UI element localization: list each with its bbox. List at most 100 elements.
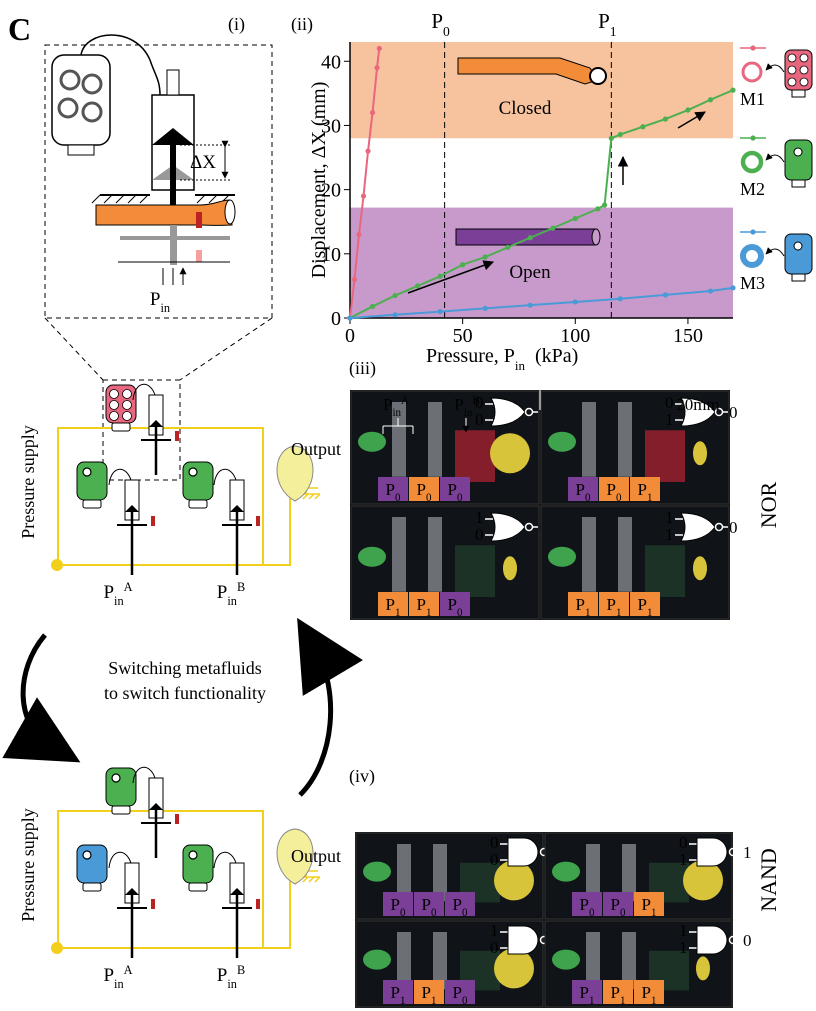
state-tag-label-part: P [386, 480, 395, 499]
gate-output: 0 [743, 931, 752, 950]
input-label-part: P [103, 965, 114, 986]
legend-label: M2 [740, 179, 765, 199]
x-tick-label: 150 [673, 325, 703, 347]
bead [83, 468, 91, 476]
data-point [483, 254, 488, 259]
pressure-label: Pin [150, 289, 170, 315]
gate-input: 0 [490, 850, 499, 869]
legend-bead [800, 78, 808, 86]
scale-bar-label: 20mm [676, 395, 719, 414]
reference-label-part: 0 [443, 24, 450, 39]
gate-output: 0 [729, 518, 738, 537]
panel-i-schematic-part [163, 268, 183, 285]
gate-name: NOR [756, 481, 781, 528]
state-tag-label-part: 1 [647, 607, 653, 619]
pressure-label-part: in [160, 301, 170, 315]
data-point [377, 46, 382, 51]
data-point [374, 65, 379, 70]
gate-output: 1 [743, 843, 752, 862]
data-point [361, 193, 366, 198]
panel-i-schematic-part [170, 145, 176, 205]
input-label-part: in [114, 977, 124, 991]
panel-label: (ii) [291, 14, 313, 35]
legend-bead [788, 78, 796, 86]
syringe-photo [582, 517, 596, 592]
band [350, 42, 733, 138]
data-point [438, 274, 443, 279]
bead [123, 412, 132, 421]
bottle-cap [83, 883, 101, 891]
bottle-cap [189, 883, 207, 891]
input-label-part: A [401, 395, 409, 407]
input-label-part: in [227, 977, 237, 991]
bottle [183, 845, 213, 883]
bead [189, 851, 197, 859]
state-tag-label-part: P [611, 895, 620, 914]
state-tag-label-part: P [642, 983, 651, 1002]
legend-arrow [766, 155, 784, 162]
data-point [618, 296, 623, 301]
tube-icons-part [592, 229, 600, 245]
input-label-part: B [237, 580, 245, 594]
data-point [415, 283, 420, 288]
input-label-part: in [392, 407, 401, 419]
panel-label: (iv) [349, 766, 375, 787]
panel-i-schematic-part [170, 225, 177, 265]
y-tick-label: 0 [331, 308, 341, 330]
state-tag-label-part: 1 [426, 607, 432, 619]
panel-i-schematic-part [45, 318, 272, 380]
jar [455, 545, 495, 597]
jar [645, 545, 685, 597]
input-label-part: P [217, 965, 228, 986]
bottle-cap [112, 806, 130, 814]
legend-bottle-cap [792, 180, 805, 187]
x-tick-label: 100 [560, 325, 590, 347]
panel-i-schematic-part [167, 70, 179, 95]
state-tag-label-part: P [638, 480, 647, 499]
pressure-label-part: P [150, 289, 161, 310]
input-label-part: in [227, 594, 237, 608]
gate-symbol [697, 926, 727, 954]
state-tag-label-part: P [638, 595, 647, 614]
reference-label-part: 1 [610, 24, 617, 39]
input-label: PinA [103, 580, 132, 608]
input-label-part: P [383, 395, 392, 414]
data-point [708, 288, 713, 293]
switch-text: Switching metafluids [108, 658, 261, 678]
state-tag-label-part: 0 [395, 492, 401, 504]
x-axis-label: (kPa) [535, 345, 578, 367]
gate-output: 0 [729, 403, 738, 422]
input-label-part: P [103, 582, 114, 603]
state-tag-label-part: 1 [647, 492, 653, 504]
x-tick-label: 0 [345, 325, 355, 347]
balloon-photo [696, 956, 710, 980]
valve-mark [256, 899, 260, 909]
data-point [663, 292, 668, 297]
band-label: Closed [499, 98, 552, 119]
legend-label: M1 [740, 89, 765, 109]
input-label-part: P [217, 582, 228, 603]
state-tag-label-part: 0 [426, 492, 432, 504]
input-label: PinA [103, 963, 132, 991]
reference-label: P0 [431, 9, 450, 39]
figure: C (i)ΔXPin(ii)ClosedOpen [0, 0, 816, 1011]
green-blob [552, 862, 580, 882]
data-point [708, 97, 713, 102]
balloon-photo [693, 441, 707, 465]
legend-ring [743, 153, 761, 171]
input-label: PinB [217, 580, 245, 608]
state-tag-label-part: 1 [651, 907, 657, 919]
x-tick-label: 50 [453, 325, 473, 347]
reference-label-part: P [598, 9, 610, 33]
data-point [483, 306, 488, 311]
state-tag-label-part: P [576, 595, 585, 614]
input-label-part: in [464, 407, 473, 419]
input-label-part: A [124, 580, 133, 594]
state-tag-label-part: P [448, 595, 457, 614]
panel-i-schematic-part [68, 145, 94, 155]
state-tag-label-part: 1 [589, 995, 595, 1007]
supply-label: Pressure supply [18, 425, 38, 539]
gate-name: NAND [756, 848, 781, 912]
bottle-cap [189, 500, 207, 508]
input-label-part: B [472, 395, 479, 407]
